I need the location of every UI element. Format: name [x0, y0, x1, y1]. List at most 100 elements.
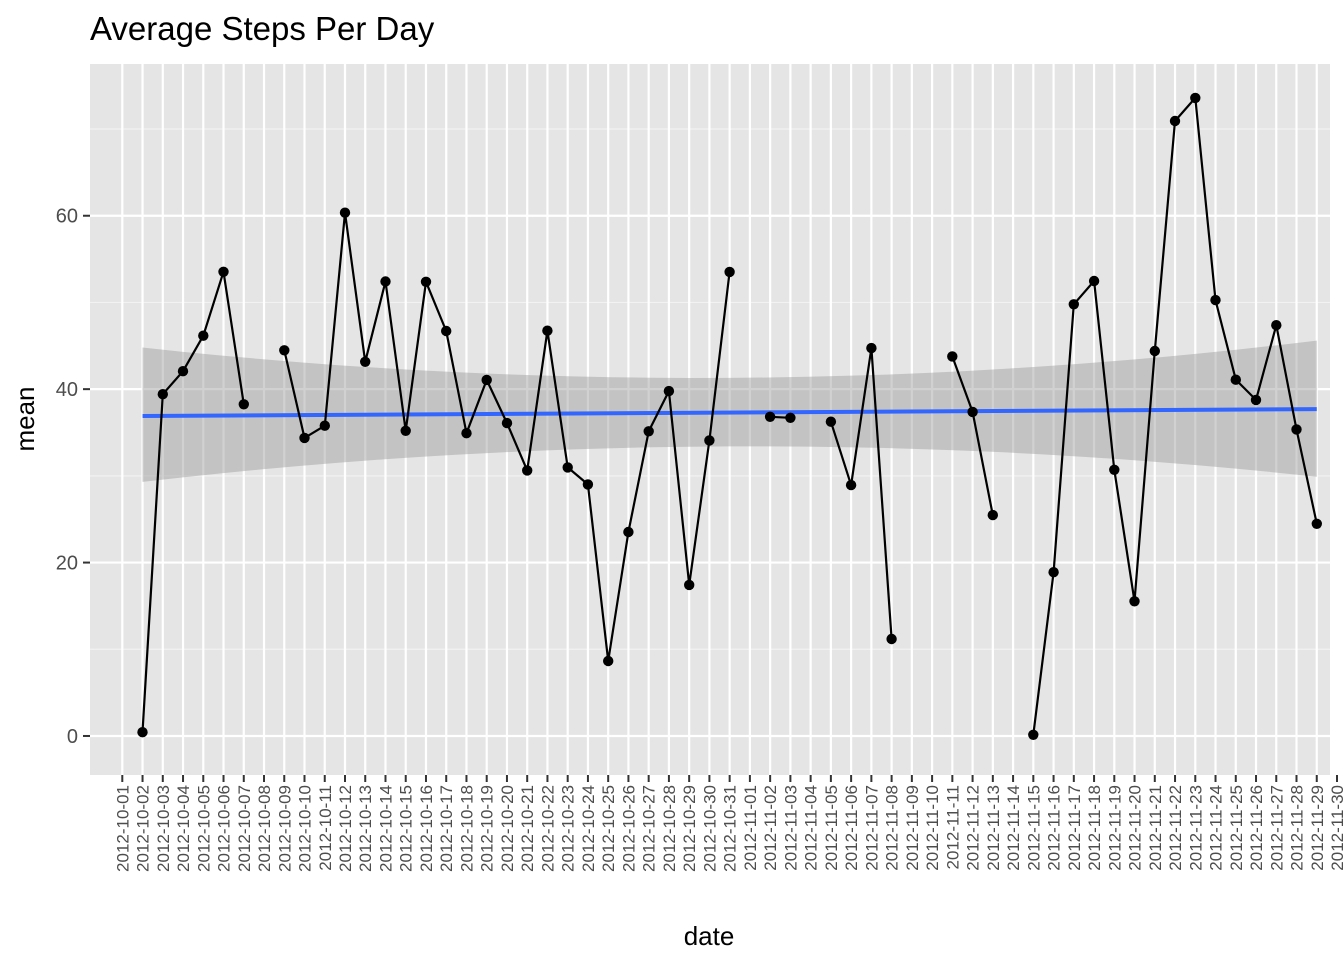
x-tick-label: 2012-10-04 — [174, 785, 193, 872]
x-tick-label: 2012-11-08 — [883, 785, 902, 871]
data-point — [177, 366, 189, 377]
x-tick-label: 2012-10-01 — [113, 785, 132, 872]
data-point — [542, 325, 553, 336]
series-line-segment — [141, 270, 245, 733]
x-tick-label: 2012-10-15 — [397, 785, 416, 872]
data-point — [643, 426, 654, 437]
data-point — [1088, 275, 1100, 287]
data-point — [663, 385, 675, 397]
x-tick-label: 2012-11-09 — [903, 785, 922, 871]
data-point — [1271, 320, 1282, 331]
x-tick-label: 2012-10-16 — [417, 785, 436, 872]
data-point — [603, 655, 614, 667]
data-point — [400, 425, 411, 436]
data-point — [279, 345, 290, 356]
data-point — [1048, 567, 1059, 578]
x-tick-label: 2012-10-06 — [215, 785, 234, 872]
x-tick-label: 2012-10-11 — [316, 785, 335, 871]
x-tick-label: 2012-11-10 — [923, 785, 942, 871]
data-point — [562, 462, 573, 473]
x-tick-label: 2012-11-24 — [1207, 785, 1226, 871]
x-tick-label: 2012-11-27 — [1267, 785, 1286, 871]
x-tick-label: 2012-11-15 — [1024, 785, 1043, 871]
data-point — [1109, 464, 1120, 475]
x-tick-label: 2012-11-12 — [964, 785, 983, 871]
y-tick-label: 60 — [56, 206, 78, 228]
x-tick-label: 2012-11-18 — [1085, 785, 1104, 871]
x-tick-label: 2012-11-13 — [984, 785, 1003, 871]
data-point — [987, 509, 998, 521]
y-tick-label: 20 — [56, 553, 78, 575]
data-point — [360, 356, 371, 367]
data-point — [380, 276, 391, 287]
data-point — [1230, 374, 1242, 385]
x-tick-label: 2012-11-04 — [802, 785, 821, 871]
x-tick-label: 2012-10-23 — [559, 785, 578, 872]
x-tick-label: 2012-11-19 — [1105, 785, 1124, 871]
x-tick-label: 2012-10-27 — [640, 785, 659, 872]
x-tick-label: 2012-10-26 — [619, 785, 638, 872]
x-tick-label: 2012-11-29 — [1308, 785, 1327, 871]
data-point — [137, 727, 148, 738]
x-tick-label: 2012-10-29 — [680, 785, 699, 872]
x-tick-label: 2012-10-20 — [498, 785, 517, 872]
x-tick-label: 2012-11-20 — [1126, 785, 1145, 871]
data-point — [522, 465, 533, 476]
x-tick-label: 2012-10-05 — [194, 785, 213, 872]
data-point — [1149, 345, 1161, 357]
data-point — [339, 207, 351, 218]
data-point — [1291, 424, 1302, 435]
data-point — [967, 406, 978, 418]
x-tick-label: 2012-11-06 — [842, 785, 861, 871]
x-tick-label: 2012-10-22 — [538, 785, 557, 872]
x-tick-label: 2012-11-16 — [1045, 785, 1064, 871]
x-tick-label: 2012-10-03 — [154, 785, 173, 872]
x-tick-label: 2012-11-23 — [1186, 785, 1205, 871]
x-tick-label: 2012-11-07 — [862, 785, 881, 871]
x-tick-label: 2012-11-03 — [781, 785, 800, 871]
y-tick-label: 40 — [56, 379, 78, 401]
x-tick-label: 2012-10-19 — [478, 785, 497, 872]
x-tick-label: 2012-10-21 — [518, 785, 537, 872]
data-point — [1068, 299, 1080, 310]
x-tick-label: 2012-10-02 — [134, 785, 153, 872]
x-tick-label: 2012-10-24 — [579, 785, 598, 872]
x-tick-label: 2012-11-05 — [822, 785, 841, 871]
data-point — [764, 411, 776, 422]
x-tick-label: 2012-11-17 — [1065, 785, 1084, 871]
x-tick-label: 2012-11-25 — [1227, 785, 1246, 871]
data-point — [198, 330, 209, 341]
series-line-segment — [829, 347, 893, 640]
x-tick-label: 2012-10-12 — [336, 785, 355, 872]
data-point — [886, 633, 897, 645]
data-point — [1250, 394, 1262, 406]
data-point — [1129, 596, 1140, 607]
x-tick-label: 2012-11-22 — [1166, 785, 1185, 871]
x-tick-label: 2012-11-14 — [1004, 785, 1023, 871]
x-tick-label: 2012-10-07 — [235, 785, 254, 872]
x-tick-label: 2012-11-01 — [741, 785, 760, 871]
x-tick-label: 2012-10-09 — [275, 785, 294, 872]
data-point — [501, 417, 513, 429]
x-tick-label: 2012-11-28 — [1288, 785, 1307, 871]
data-point — [684, 579, 695, 591]
chart-title: Average Steps Per Day — [90, 10, 435, 47]
x-tick-label: 2012-11-02 — [761, 785, 780, 871]
x-tick-label: 2012-10-30 — [700, 785, 719, 872]
x-tick-label: 2012-10-08 — [255, 785, 274, 872]
data-point — [218, 266, 229, 277]
y-axis-label: mean — [10, 386, 40, 451]
data-point — [461, 428, 472, 439]
x-tick-label: 2012-11-21 — [1146, 785, 1165, 871]
data-point — [1311, 518, 1323, 529]
data-point — [420, 276, 432, 287]
x-axis: 2012-10-01 2012-10-02 2012-10-03 2012-10-04… — [113, 775, 1344, 872]
data-point — [299, 432, 310, 444]
y-axis: 0 20 40 60 — [56, 206, 90, 748]
data-point — [704, 435, 715, 446]
data-point — [623, 526, 634, 538]
x-tick-label: 2012-11-26 — [1247, 785, 1266, 871]
trend-line — [142, 407, 1317, 419]
major-gridlines — [90, 64, 1339, 775]
